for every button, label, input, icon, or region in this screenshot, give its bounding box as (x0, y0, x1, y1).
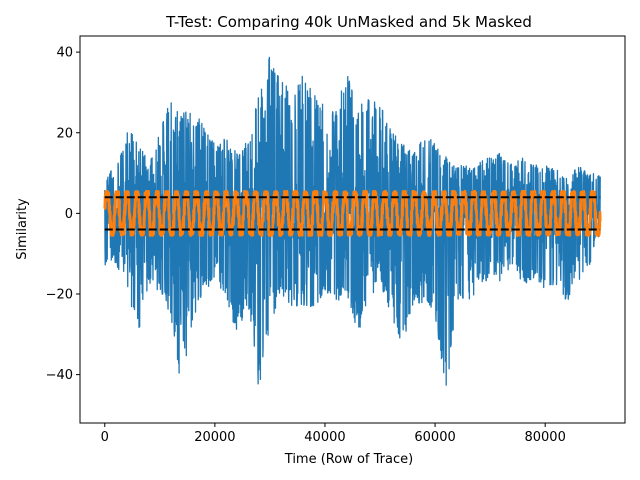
axes-group: 0 20000 40000 60000 80000 −40 −20 0 20 40 (46, 35, 626, 445)
series-group (103, 56, 602, 386)
y-tick-label: 40 (56, 46, 73, 61)
series-line-1 (103, 189, 602, 237)
y-tick-label: −20 (46, 288, 73, 303)
y-tick-label: 20 (56, 126, 73, 141)
x-tick-label: 60000 (414, 430, 455, 445)
y-tick-label: 0 (65, 207, 73, 222)
x-tick-label: 20000 (194, 430, 235, 445)
x-axis-label: Time (Row of Trace) (284, 452, 413, 467)
x-tick-label: 0 (101, 430, 109, 445)
y-tick-label: −40 (46, 368, 73, 383)
x-tick-label: 80000 (524, 430, 565, 445)
chart-title: T-Test: Comparing 40k UnMasked and 5k Ma… (165, 13, 532, 31)
axes-frame (79, 35, 626, 424)
y-axis-label: Similarity (15, 198, 30, 260)
x-tick-label: 40000 (304, 430, 345, 445)
